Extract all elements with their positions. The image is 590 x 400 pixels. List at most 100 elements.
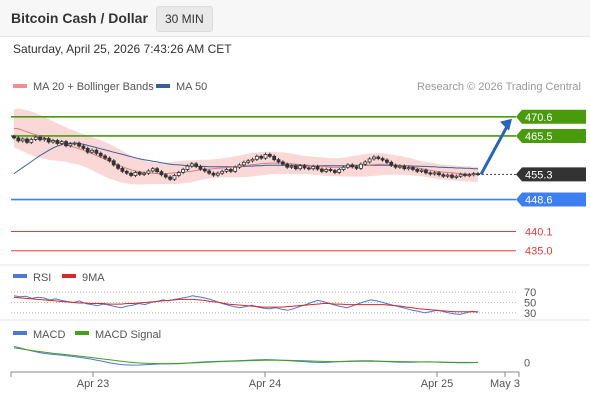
candle-body (463, 173, 467, 176)
candle-body (289, 165, 294, 168)
candle-body (346, 164, 350, 168)
candle-body (319, 168, 324, 172)
level-lines (11, 115, 516, 252)
candle-body (285, 163, 290, 168)
chart-header: Bitcoin Cash / Dollar 30 MIN (0, 0, 590, 37)
legend-label: MACD (33, 329, 65, 341)
candle-body (12, 135, 16, 139)
candle-body (298, 165, 303, 170)
candle-body (181, 169, 186, 173)
candle-body (124, 170, 129, 174)
candle-body (471, 173, 476, 176)
candle-body (98, 152, 103, 157)
candle-body (20, 138, 25, 142)
candle-body (380, 158, 385, 161)
candle-body (432, 172, 437, 175)
legend-swatch (62, 274, 76, 278)
level-label-resistance: 470.6 (525, 112, 553, 124)
candle-body (202, 168, 207, 172)
candle-body (150, 168, 155, 172)
candle-body (337, 169, 342, 173)
candle-body (263, 154, 268, 159)
candle-body (415, 169, 420, 172)
level-tag-resistance (516, 109, 586, 124)
rsi-tick-label: 70 (524, 287, 536, 299)
candle-body (367, 158, 372, 163)
candle-body (146, 170, 151, 174)
candle-body (159, 171, 164, 176)
candle-body (25, 138, 29, 143)
candle-body (445, 174, 450, 177)
candle-body (419, 169, 424, 172)
candle-body (359, 163, 363, 169)
candle-body (437, 172, 441, 176)
candle-body (72, 142, 77, 145)
candle-body (29, 138, 34, 143)
legend-label: MACD Signal (95, 329, 161, 341)
rsi-ma-line (13, 296, 478, 313)
level-tag-pivot (516, 192, 586, 207)
legend-label: MA 50 (176, 81, 207, 93)
candle-body (90, 149, 94, 153)
candle-body (207, 170, 212, 174)
projection-arrow-line (479, 122, 511, 176)
candle-body (372, 156, 376, 160)
candle-body (332, 170, 337, 173)
candle-body (246, 160, 251, 163)
candle-body (38, 136, 42, 141)
chart-datetime: Saturday, April 25, 2026 7:43:26 AM CET (13, 42, 232, 56)
legend-label: MA 20 + Bollinger Bands (33, 81, 154, 93)
legend-swatch (13, 84, 27, 88)
candle-body (228, 169, 233, 172)
candle-body (441, 174, 446, 177)
candle-body (172, 175, 177, 180)
candle-body (211, 172, 216, 176)
candle-body (393, 164, 398, 168)
candle-body (385, 159, 389, 163)
price-legend: MA 20 + Bollinger Bands MA 50 (13, 81, 207, 93)
candle-body (16, 137, 21, 142)
candle-body (137, 172, 142, 175)
candle-body (254, 155, 259, 160)
candle-body (189, 163, 194, 167)
candle-body (241, 161, 246, 166)
macd-tick-label: 0 (524, 357, 530, 369)
rsi-tick-label: 50 (524, 298, 536, 310)
candle-body (450, 174, 454, 178)
legend-swatch (156, 84, 170, 88)
candle-body (411, 167, 415, 170)
candle-body (215, 172, 220, 176)
candle-body (311, 166, 316, 170)
candle-body (259, 155, 264, 159)
candle-body (467, 174, 472, 177)
candle-body (176, 172, 181, 176)
x-axis-label: Apr 23 (77, 378, 109, 390)
candles (12, 134, 480, 181)
candle-body (458, 173, 463, 177)
level-label-support: 435.0 (525, 246, 553, 258)
candle-body (107, 157, 112, 162)
candle-body (341, 166, 346, 170)
candle-body (267, 154, 272, 157)
candle-body (163, 174, 168, 178)
candle-body (237, 164, 242, 168)
macd-signal-line (13, 347, 478, 365)
candle-body (315, 166, 320, 170)
candle-body (363, 161, 368, 165)
candle-body (81, 145, 86, 149)
candle-body (272, 155, 277, 161)
legend-label: RSI (33, 272, 51, 284)
candle-body (46, 138, 51, 143)
candle-body (250, 158, 255, 162)
timeframe-button[interactable]: 30 MIN (156, 6, 213, 32)
candle-body (406, 167, 411, 170)
macd-legend: MACD MACD Signal (13, 329, 161, 341)
candle-body (51, 140, 55, 143)
candle-body (302, 165, 307, 169)
ma20-line (13, 128, 478, 175)
level-label-pivot: 448.6 (525, 195, 553, 207)
candle-body (64, 141, 68, 147)
candle-body (59, 141, 64, 144)
candle-body (42, 138, 47, 141)
